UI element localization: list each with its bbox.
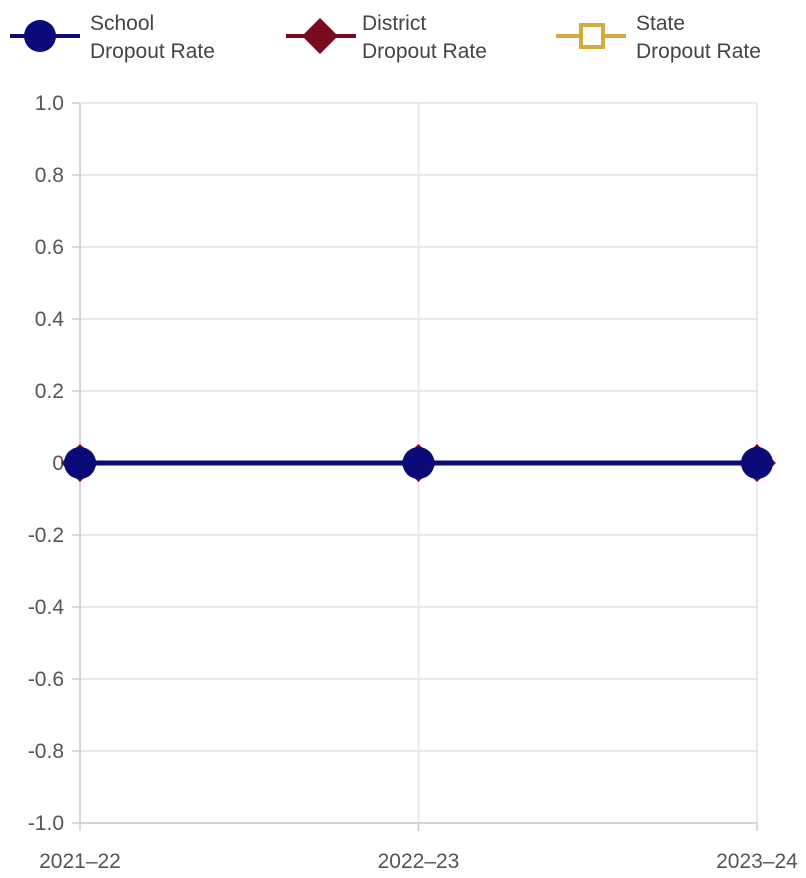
legend-label-school: School Dropout Rate [90,10,215,66]
y-tick-label: -0.4 [28,596,65,619]
y-tick-label: -1.0 [28,812,64,835]
legend-label-line1: District [362,12,427,35]
data-point-circle [402,447,435,479]
legend-label-line1: School [90,12,155,35]
data-point-circle [64,447,96,479]
y-tick-label: 0.8 [35,164,64,187]
x-tick-label: 2023–24 [716,850,798,873]
y-tick-label: -0.2 [28,524,64,547]
y-tick-label: 0.6 [35,236,64,259]
y-tick-label: 0 [52,452,64,475]
y-tick-label: 1.0 [35,92,64,115]
diamond-icon [286,18,356,54]
x-tick-label: 2022–23 [378,850,460,873]
legend-label-district: District Dropout Rate [362,10,487,66]
legend-label-line2: Dropout Rate [362,40,487,63]
y-tick-label: 0.4 [35,308,65,331]
y-tick-label: 0.2 [35,380,64,403]
legend-label-state: State Dropout Rate [636,10,761,66]
y-tick-label: -0.6 [28,668,64,691]
square-outline-icon [556,23,626,49]
y-tick-label: -0.8 [28,740,64,763]
legend-label-line2: Dropout Rate [636,40,761,63]
circle-icon [10,20,80,52]
data-point-circle [741,447,773,479]
legend: School Dropout Rate District Dropout Rat… [0,0,806,70]
legend-label-line1: State [636,12,686,35]
x-tick-label: 2021–22 [39,850,121,873]
legend-label-line2: Dropout Rate [90,40,215,63]
